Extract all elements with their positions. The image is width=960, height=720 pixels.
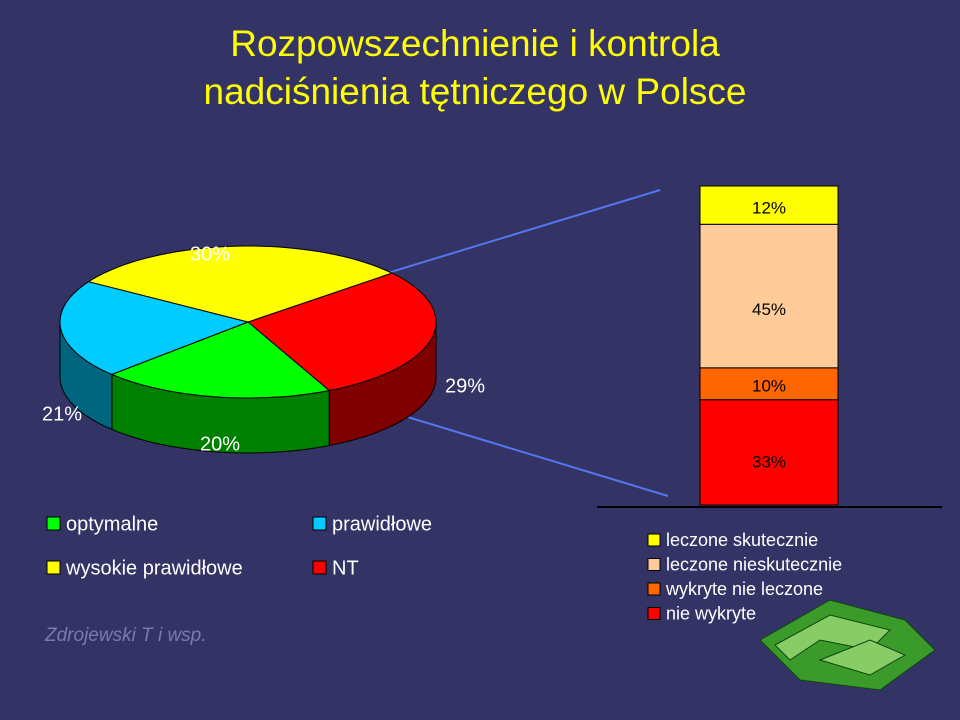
legend-label: NT bbox=[332, 557, 359, 579]
legend-swatch bbox=[647, 582, 661, 596]
connector bbox=[357, 189, 661, 283]
legend-label: wysokie prawidłowe bbox=[65, 557, 243, 579]
title-line: Rozpowszechnienie i kontrola bbox=[230, 23, 720, 64]
legend-swatch bbox=[312, 560, 327, 575]
value-label: 20% bbox=[200, 433, 240, 455]
legend-swatch bbox=[647, 558, 661, 571]
value-label: 10% bbox=[752, 376, 786, 395]
legend-label: leczone skutecznie bbox=[666, 530, 818, 550]
legend-swatch bbox=[647, 607, 661, 620]
legend-label: optymalne bbox=[66, 513, 158, 535]
legend-label: wykryte nie leczone bbox=[665, 579, 823, 599]
value-label: 21% bbox=[42, 403, 82, 425]
legend-swatch bbox=[312, 516, 327, 531]
pie-slice bbox=[87, 245, 394, 323]
bar-segment bbox=[699, 367, 839, 401]
title-line: nadciśnienia tętniczego w Polsce bbox=[204, 71, 747, 112]
value-label: 45% bbox=[752, 300, 786, 319]
legend-swatch bbox=[46, 516, 61, 531]
pie-slice bbox=[110, 321, 331, 399]
connector bbox=[357, 401, 669, 497]
value-label: 12% bbox=[752, 198, 786, 217]
bar-segment bbox=[699, 223, 839, 369]
legend-label: leczone nieskutecznie bbox=[666, 554, 842, 574]
legend-swatch bbox=[46, 560, 61, 575]
value-label: 30% bbox=[190, 243, 230, 265]
legend-swatch bbox=[647, 533, 661, 547]
maze-decoration bbox=[759, 599, 936, 691]
bar-segment bbox=[699, 399, 839, 506]
pie-slice bbox=[59, 281, 250, 375]
source: Zdrojewski T i wsp. bbox=[44, 625, 207, 646]
legend-label: nie wykryte bbox=[666, 603, 756, 623]
legend-label: prawidłowe bbox=[332, 513, 432, 535]
value-label: 33% bbox=[752, 452, 786, 471]
value-label: 29% bbox=[445, 375, 485, 397]
bar-segment bbox=[699, 185, 839, 225]
